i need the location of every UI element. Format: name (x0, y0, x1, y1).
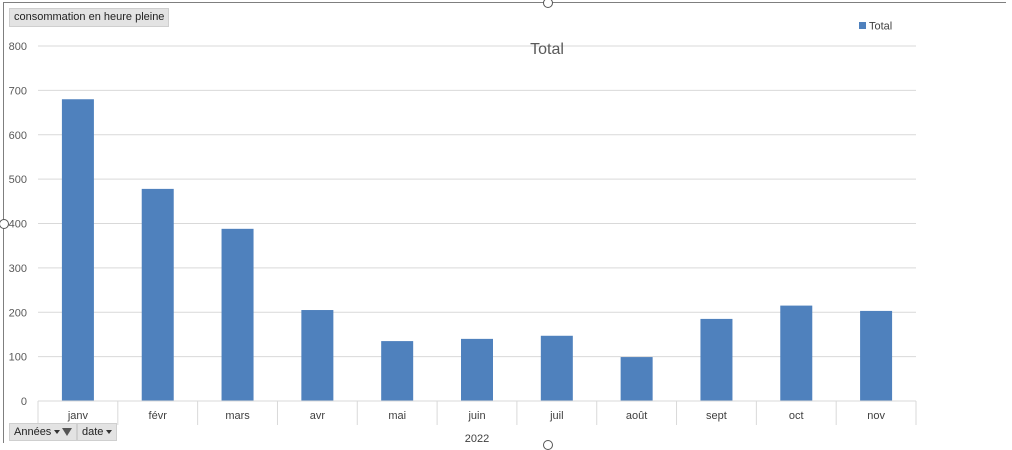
x-tick-label: oct (789, 410, 804, 422)
x-tick-label: avr (310, 410, 326, 422)
chart-title: Total (530, 41, 564, 58)
y-tick-label: 800 (9, 41, 27, 53)
x-tick-label: févr (149, 410, 168, 422)
filter-funnel-icon (62, 428, 73, 437)
x-tick-label: mars (225, 410, 250, 422)
legend[interactable]: Total (859, 21, 892, 33)
resize-handle-top[interactable] (543, 0, 553, 8)
bar[interactable] (620, 357, 653, 401)
x-tick-label: janv (67, 410, 89, 422)
x-tick-label: juil (549, 410, 563, 422)
bar[interactable] (860, 310, 893, 401)
bar[interactable] (780, 305, 813, 401)
filter-annees-button[interactable]: Années (9, 423, 78, 441)
dropdown-arrow-icon (54, 430, 61, 435)
y-tick-label: 600 (9, 130, 27, 142)
y-tick-label: 300 (9, 263, 27, 275)
resize-handle-left[interactable] (0, 219, 9, 229)
y-tick-label: 400 (9, 219, 27, 231)
x-tick-label: août (626, 410, 647, 422)
bar[interactable] (301, 310, 334, 401)
y-tick-label: 500 (9, 174, 27, 186)
x-tick-label: nov (867, 410, 885, 422)
dropdown-arrow-icon (106, 430, 113, 435)
y-axis-ticks: 0 100 200 300 400 500 600 700 800 (9, 41, 27, 408)
measure-field-button[interactable]: consommation en heure pleine (9, 8, 170, 27)
legend-entry: Total (869, 21, 892, 33)
y-tick-label: 700 (9, 85, 27, 97)
bar[interactable] (461, 338, 493, 401)
bar[interactable] (540, 335, 573, 401)
bar-series[interactable] (61, 99, 893, 401)
group-label: 2022 (465, 433, 489, 445)
legend-swatch (859, 22, 866, 29)
x-tick-label: juin (467, 410, 485, 422)
filter-date-label: date (82, 426, 104, 438)
x-tick-label: mai (388, 410, 406, 422)
x-axis: janv févr mars avr mai juin juil août sept oct nov (37, 400, 917, 425)
y-tick-label: 200 (9, 307, 27, 319)
bar[interactable] (221, 228, 254, 401)
bar[interactable] (141, 188, 174, 401)
y-tick-label: 0 (21, 396, 27, 408)
filter-annees-label: Années (14, 426, 52, 438)
bar[interactable] (381, 341, 414, 401)
y-tick-label: 100 (9, 352, 27, 364)
bar[interactable] (61, 99, 94, 401)
bar[interactable] (700, 318, 733, 401)
x-tick-label: sept (706, 410, 727, 422)
filter-date-button[interactable]: date (77, 423, 118, 441)
